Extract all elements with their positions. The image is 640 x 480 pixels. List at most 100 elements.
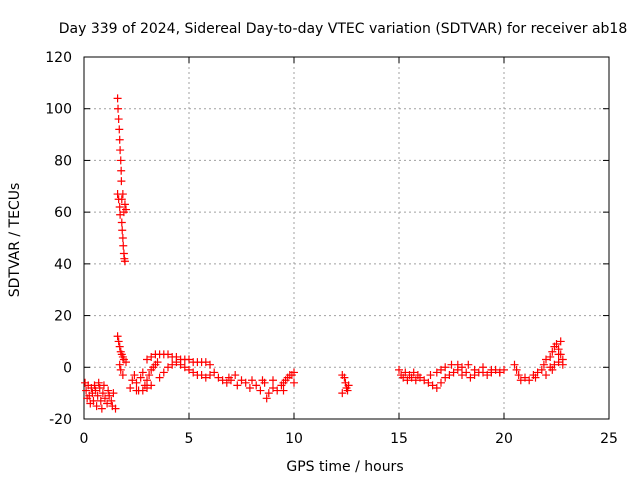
x-tick-label: 0: [80, 431, 89, 447]
data-point: [424, 378, 433, 387]
data-point: [136, 373, 145, 382]
data-point: [118, 234, 127, 242]
data-point: [147, 352, 156, 361]
y-tick-label: -20: [49, 412, 72, 428]
data-point: [269, 383, 277, 392]
data-point: [143, 355, 151, 364]
data-point: [548, 347, 557, 356]
data-points: [81, 94, 567, 413]
y-axis-ticks: -20 0 20 40 60 80 100 120: [45, 50, 609, 428]
data-point: [189, 368, 198, 377]
data-point: [233, 381, 242, 390]
data-point: [426, 371, 435, 380]
data-point: [428, 381, 437, 390]
data-point: [269, 376, 277, 385]
data-point: [231, 371, 240, 380]
data-point: [117, 218, 126, 227]
data-point: [407, 373, 416, 382]
data-point: [256, 386, 265, 395]
data-point: [210, 368, 219, 377]
data-point: [91, 386, 100, 395]
data-point: [114, 337, 123, 346]
data-point: [116, 146, 125, 155]
data-point: [119, 241, 128, 250]
data-point: [117, 195, 126, 204]
x-tick-label: 10: [285, 431, 303, 447]
data-point: [116, 365, 125, 374]
x-tick-label: 5: [185, 431, 194, 447]
data-point: [432, 383, 441, 392]
data-point: [206, 371, 214, 380]
data-point: [111, 404, 120, 413]
x-tick-label: 20: [495, 431, 513, 447]
data-point: [279, 386, 288, 395]
data-point: [344, 381, 353, 390]
data-point: [411, 376, 420, 385]
data-point: [180, 363, 189, 372]
data-point: [548, 365, 557, 374]
data-point: [537, 365, 546, 374]
data-point: [185, 365, 193, 374]
data-point: [437, 378, 445, 387]
data-point: [113, 332, 122, 341]
data-point: [495, 368, 504, 377]
data-point: [432, 368, 441, 377]
data-point: [399, 373, 408, 382]
data-point: [521, 373, 529, 382]
data-point: [470, 365, 479, 374]
data-point: [120, 257, 129, 266]
data-point: [556, 337, 565, 346]
y-tick-label: 120: [45, 50, 72, 66]
data-point: [168, 360, 177, 369]
data-point: [441, 373, 450, 382]
data-point: [101, 394, 109, 403]
data-point: [115, 342, 124, 351]
data-point: [531, 373, 540, 382]
data-point: [117, 177, 126, 186]
y-tick-label: 0: [63, 360, 72, 376]
data-point: [403, 376, 412, 385]
data-point: [98, 389, 107, 398]
data-point: [176, 360, 185, 369]
data-point: [115, 135, 124, 144]
data-point: [258, 376, 267, 385]
data-point: [130, 371, 139, 380]
data-point: [445, 371, 454, 380]
data-point: [487, 365, 496, 374]
data-point: [107, 396, 116, 405]
data-point: [93, 391, 102, 400]
data-point: [512, 365, 521, 374]
data-point: [262, 394, 271, 403]
data-point: [90, 381, 99, 390]
x-tick-label: 15: [390, 431, 408, 447]
x-axis-label: GPS time / hours: [286, 459, 403, 475]
data-point: [153, 358, 162, 367]
data-point: [516, 376, 525, 385]
data-point: [420, 376, 429, 385]
data-point: [441, 363, 450, 372]
chart-title: Day 339 of 2024, Sidereal Day-to-day VTE…: [59, 21, 628, 37]
data-point: [214, 373, 223, 382]
data-point: [458, 371, 466, 380]
data-point: [241, 378, 250, 387]
data-point: [96, 396, 105, 405]
data-point: [92, 402, 101, 411]
data-point: [437, 365, 445, 374]
data-point: [466, 373, 475, 382]
data-point: [114, 115, 123, 124]
data-point: [227, 376, 235, 385]
data-point: [479, 363, 487, 372]
data-point: [343, 386, 352, 395]
data-point: [525, 376, 534, 385]
data-point: [409, 368, 418, 377]
data-point: [122, 358, 130, 367]
data-point: [118, 371, 127, 380]
data-point: [164, 350, 172, 359]
data-point: [115, 125, 124, 134]
data-point: [99, 381, 108, 390]
data-point: [510, 360, 519, 369]
data-point: [218, 376, 227, 385]
data-point: [116, 156, 125, 165]
data-point: [138, 368, 147, 377]
